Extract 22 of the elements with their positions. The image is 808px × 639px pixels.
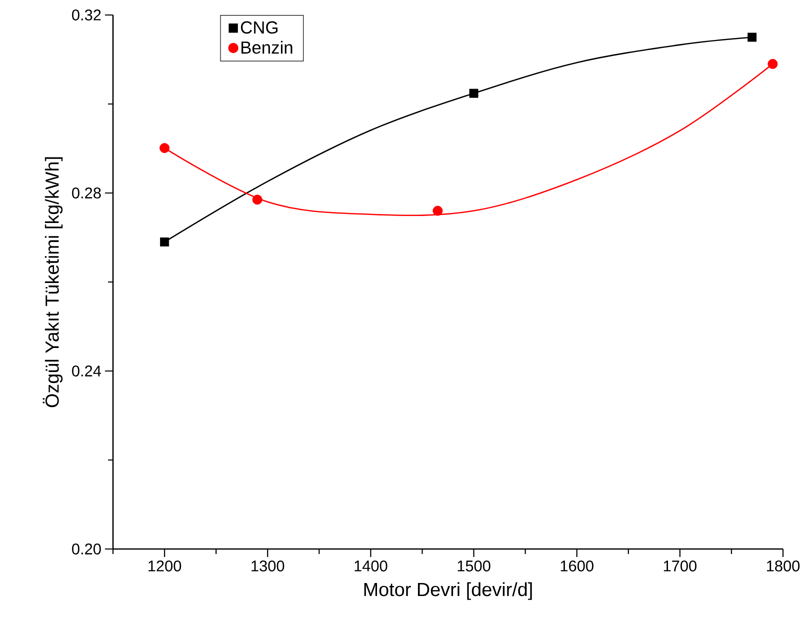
point [160, 143, 170, 154]
x-tick-label: 1400 [354, 560, 388, 572]
y-axis-title: Özgül Yakıt Tüketimi [kg/kWh] [42, 157, 63, 408]
point [252, 194, 262, 205]
point [469, 88, 478, 98]
x-tick-label: 1500 [458, 560, 490, 572]
x-tick-label: 1600 [560, 560, 594, 572]
x-axis-title: Motor Devri [devir/d] [364, 582, 532, 600]
y-tick-label: 0.32 [72, 10, 101, 20]
legend-label: Benzin [241, 40, 292, 54]
y-tick-label: 0.20 [72, 544, 101, 554]
x-tick-label: 1200 [148, 560, 182, 572]
point [160, 237, 170, 246]
x-tick-label: 1300 [252, 560, 284, 572]
point [432, 206, 443, 216]
y-tick-label: 0.28 [72, 188, 101, 198]
point [768, 58, 778, 69]
legend-label: CNG [240, 21, 278, 34]
x-tick-label: 1700 [664, 560, 696, 572]
x-tick-label: 1800 [766, 560, 800, 572]
y-tick-label: 0.24 [72, 366, 102, 376]
point [748, 32, 757, 42]
